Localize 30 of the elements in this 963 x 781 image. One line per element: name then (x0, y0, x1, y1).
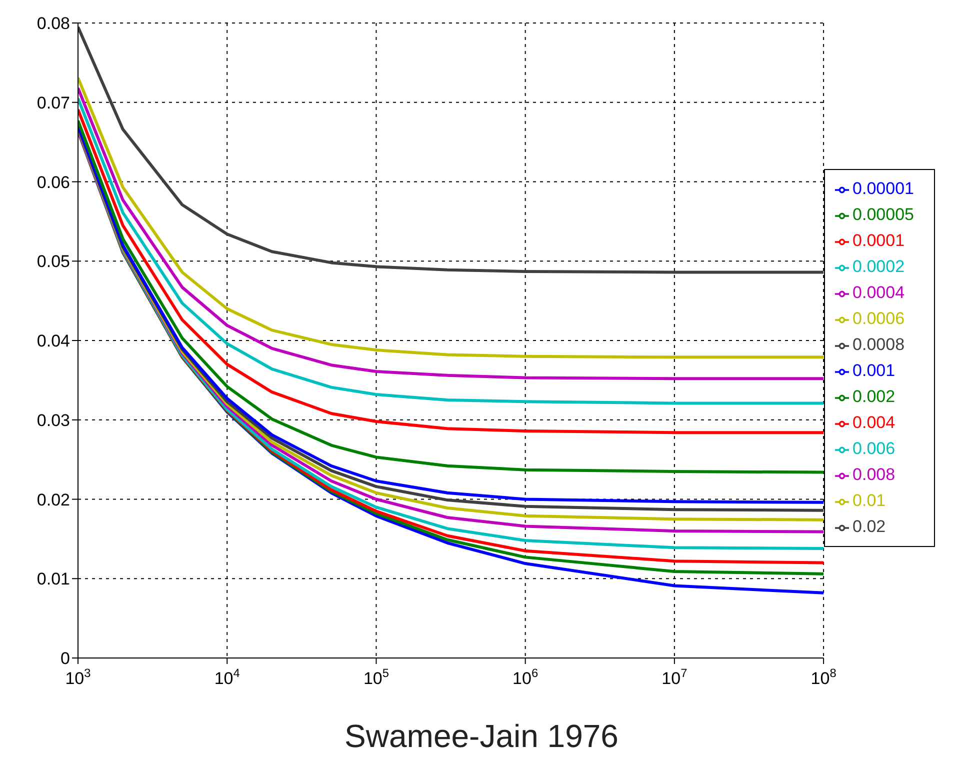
legend-label: 0.00005 (852, 205, 914, 224)
y-tick-label: 0.05 (36, 252, 70, 272)
y-tick-label: 0.07 (36, 93, 70, 112)
legend-label: 0.004 (852, 413, 896, 432)
y-tick-label: 0.06 (36, 172, 70, 192)
y-tick-label: 0.08 (36, 14, 70, 33)
legend-label: 0.00001 (852, 179, 914, 198)
y-tick-label: 0.04 (36, 332, 70, 350)
legend-label: 0.0006 (852, 309, 905, 328)
x-tick-label: 10$^{8}$ (810, 666, 837, 688)
legend-label: 0.0002 (852, 257, 905, 276)
legend-label: 0.02 (852, 517, 886, 536)
legend-label: 0.001 (852, 361, 896, 380)
legend-label: 0.0001 (852, 231, 905, 250)
legend-label: 0.006 (852, 439, 896, 458)
x-tick-label: 10$^{7}$ (662, 666, 688, 688)
legend-label: 0.008 (852, 465, 896, 484)
x-tick-label: 10$^{5}$ (363, 666, 390, 688)
text: Swamee-Jain 1976 (344, 718, 620, 755)
legend-label: 0.01 (852, 491, 886, 510)
legend-label: 0.0004 (852, 283, 905, 302)
y-tick-label: 0.01 (36, 570, 70, 589)
y-tick-label: 0.03 (36, 410, 70, 430)
x-tick-label: 10$^{3}$ (65, 666, 92, 688)
legend-label: 0.002 (852, 387, 896, 406)
y-tick-label: 0 (60, 649, 70, 668)
x-tick-label: 10$^{6}$ (512, 666, 538, 688)
legend-label: 0.0008 (852, 335, 905, 354)
y-tick-label: 0.02 (36, 490, 70, 510)
x-tick-label: 10$^{4}$ (214, 666, 240, 688)
